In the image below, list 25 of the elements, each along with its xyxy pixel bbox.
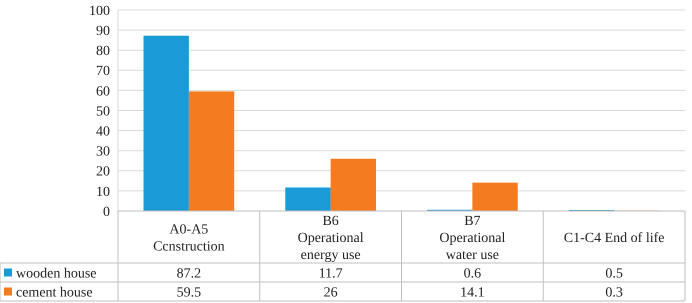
legend-label: wooden house: [16, 266, 96, 282]
y-tick-label: 80: [96, 44, 110, 60]
y-tick-label: 0: [103, 204, 110, 220]
y-tick-label: 50: [96, 104, 110, 120]
y-tick-label: 70: [96, 64, 110, 80]
y-tick-label: 60: [96, 84, 110, 100]
y-tick-label: 10: [96, 184, 110, 200]
y-tick-label: 40: [96, 124, 110, 140]
data-label: 26: [324, 285, 338, 300]
y-tick-label: 90: [96, 24, 110, 39]
x-tick-label: B7 Operational water use: [439, 214, 506, 263]
legend-label: cement house: [16, 285, 93, 300]
x-tick-label: C1-C4 End of life: [564, 230, 664, 246]
data-label: 14.1: [460, 285, 485, 300]
data-label: 0.3: [605, 285, 623, 300]
data-label: 11.7: [318, 266, 343, 282]
y-tick-label: 20: [96, 164, 110, 180]
x-tick-label: A0-A5 Ccnstruction: [153, 222, 225, 254]
y-tick-label: 100: [89, 4, 110, 19]
x-tick-label: B6 Operational energy use: [298, 214, 364, 263]
data-label: 0.5: [605, 266, 623, 282]
data-label: 59.5: [176, 285, 202, 300]
y-tick-label: 30: [96, 144, 110, 160]
data-label: 87.2: [176, 266, 202, 282]
data-label: 0.6: [464, 266, 482, 282]
